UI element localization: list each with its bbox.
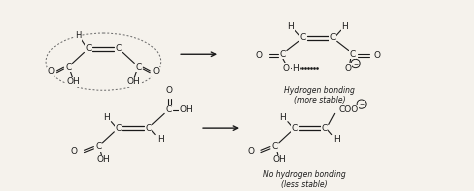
Text: O: O bbox=[71, 147, 78, 156]
Text: C: C bbox=[145, 124, 151, 133]
Text: O: O bbox=[166, 86, 173, 95]
Text: O: O bbox=[153, 67, 160, 76]
Text: −: − bbox=[359, 102, 364, 107]
Text: O: O bbox=[47, 67, 54, 76]
Text: H: H bbox=[103, 112, 110, 121]
Text: OH: OH bbox=[179, 105, 193, 114]
Text: C: C bbox=[135, 63, 141, 72]
Text: H: H bbox=[287, 22, 294, 31]
Text: H: H bbox=[157, 135, 164, 144]
Text: H: H bbox=[292, 64, 299, 73]
Text: O: O bbox=[344, 64, 351, 73]
Text: OH: OH bbox=[127, 78, 140, 87]
Text: H: H bbox=[280, 112, 286, 121]
Text: C: C bbox=[280, 50, 286, 59]
Text: C: C bbox=[165, 105, 171, 114]
Text: C: C bbox=[95, 142, 101, 151]
Text: C: C bbox=[115, 124, 121, 133]
Text: OH: OH bbox=[273, 155, 287, 164]
Text: H: H bbox=[333, 135, 340, 144]
Text: O: O bbox=[247, 147, 255, 156]
Text: No hydrogen bonding
(less stable): No hydrogen bonding (less stable) bbox=[264, 170, 346, 189]
Text: O: O bbox=[255, 51, 263, 60]
Text: OH: OH bbox=[97, 155, 110, 164]
Text: H: H bbox=[75, 31, 82, 40]
Text: C: C bbox=[322, 124, 328, 133]
Text: C: C bbox=[115, 44, 121, 53]
Text: H: H bbox=[341, 22, 348, 31]
Text: C: C bbox=[292, 124, 298, 133]
Text: C: C bbox=[349, 50, 356, 59]
Text: C: C bbox=[329, 33, 336, 42]
Text: C: C bbox=[65, 63, 72, 72]
Text: O: O bbox=[283, 64, 289, 73]
Text: COO: COO bbox=[338, 105, 359, 114]
Text: OH: OH bbox=[67, 78, 81, 87]
Text: Hydrogen bonding
(more stable): Hydrogen bonding (more stable) bbox=[284, 86, 355, 105]
Text: C: C bbox=[300, 33, 306, 42]
Text: O: O bbox=[373, 51, 380, 60]
Text: C: C bbox=[272, 142, 278, 151]
Text: −: − bbox=[353, 61, 358, 66]
Text: C: C bbox=[85, 44, 91, 53]
